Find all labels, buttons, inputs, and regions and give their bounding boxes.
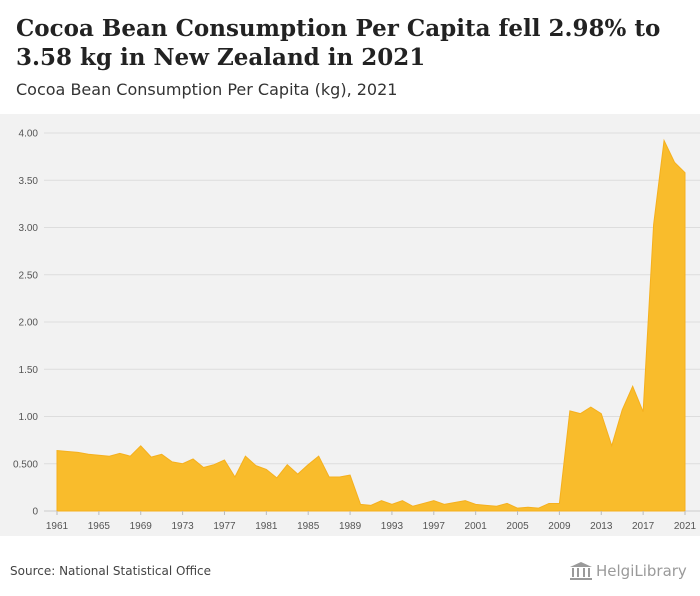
x-tick-label: 2017 — [632, 521, 655, 532]
x-tick-label: 1997 — [423, 521, 446, 532]
chart-title: Cocoa Bean Consumption Per Capita fell 2… — [16, 15, 661, 71]
y-tick-label: 1.50 — [19, 365, 39, 376]
x-tick-label: 1973 — [171, 521, 194, 532]
library-building-icon — [570, 562, 592, 580]
x-tick-label: 1965 — [88, 521, 111, 532]
x-tick-label: 2009 — [548, 521, 571, 532]
chart-subtitle: Cocoa Bean Consumption Per Capita (kg), … — [16, 80, 398, 99]
x-tick-label: 2021 — [674, 521, 697, 532]
y-tick-label: 0 — [32, 507, 38, 518]
x-tick-label: 2001 — [465, 521, 488, 532]
y-tick-label: 1.00 — [19, 412, 39, 423]
source-note: Source: National Statistical Office — [10, 564, 212, 578]
y-tick-label: 2.00 — [19, 318, 39, 329]
helgi-library-logo: HelgiLibrary — [570, 560, 687, 582]
y-tick-label: 3.50 — [19, 176, 39, 187]
x-tick-label: 1981 — [255, 521, 278, 532]
y-tick-label: 4.00 — [19, 129, 39, 140]
x-axis-ticks: 1961 1965 1969 1973 1977 1981 1985 1989 1993 1997… — [46, 511, 697, 532]
data-area — [56, 138, 686, 512]
x-tick-label: 1961 — [46, 521, 69, 532]
x-tick-label: 1993 — [381, 521, 404, 532]
y-tick-label: 0.500 — [13, 459, 38, 470]
x-tick-label: 2013 — [590, 521, 613, 532]
y-tick-label: 2.50 — [19, 270, 39, 281]
logo-text: HelgiLibrary — [596, 562, 687, 580]
y-axis-ticks: 0 0.500 1.00 1.50 2.00 2.50 3.00 3.50 4.00 — [13, 129, 38, 518]
x-tick-label: 1977 — [213, 521, 236, 532]
x-tick-label: 1989 — [339, 521, 362, 532]
y-tick-label: 3.00 — [19, 223, 39, 234]
x-tick-label: 2005 — [506, 521, 529, 532]
x-tick-label: 1969 — [130, 521, 153, 532]
x-tick-label: 1985 — [297, 521, 320, 532]
